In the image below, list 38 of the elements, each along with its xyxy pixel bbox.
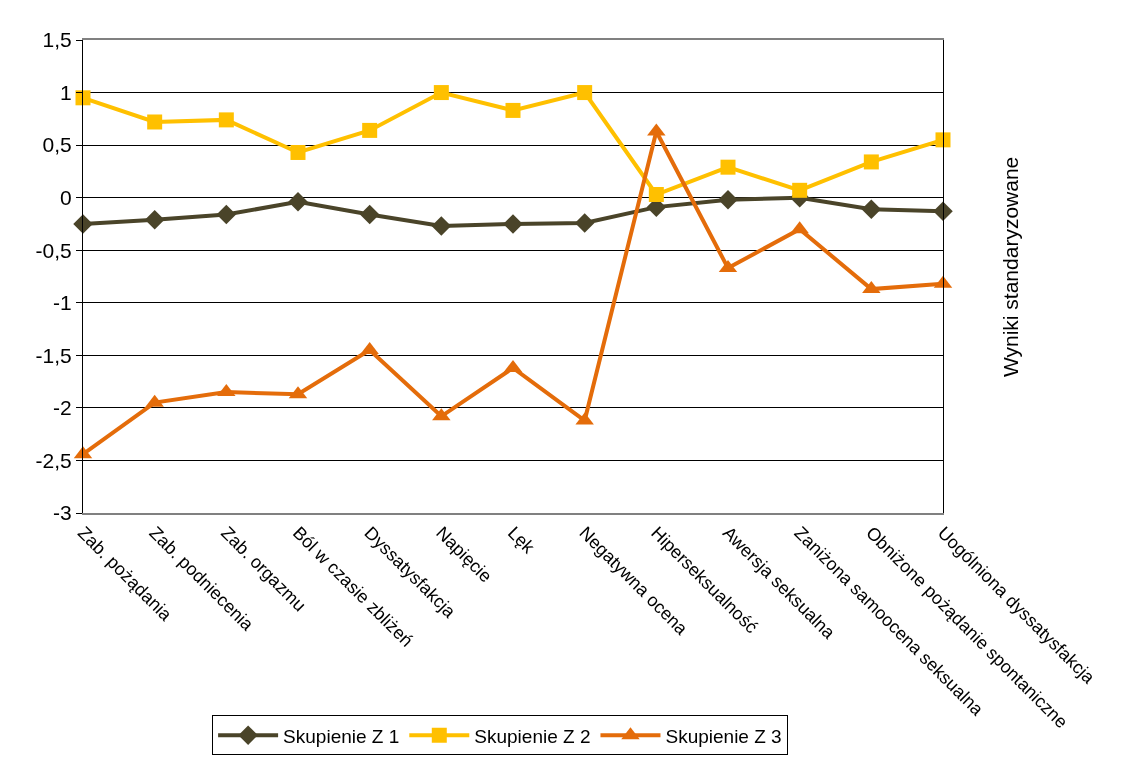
point [433, 85, 449, 101]
y-tick-label: 1,5 [42, 28, 72, 52]
legend-label: Skupienie Z 2 [474, 725, 591, 747]
y-tick-label: -2,5 [35, 448, 72, 472]
point [218, 112, 234, 128]
point [863, 154, 879, 170]
point [144, 209, 165, 230]
point [505, 102, 521, 118]
point [577, 85, 593, 101]
point [574, 213, 595, 233]
point [359, 204, 380, 225]
y-tick-label: 1 [60, 80, 72, 104]
point [933, 201, 953, 222]
legend-label: Skupienie Z 1 [283, 725, 400, 747]
y-tick-label: -1,5 [35, 343, 72, 367]
y-tick-label: 0 [60, 186, 72, 210]
point [362, 122, 378, 138]
point [290, 144, 306, 160]
point [216, 204, 237, 225]
point [720, 159, 736, 175]
legend-label: Skupienie Z 3 [665, 725, 782, 747]
y-tick-label: 0,5 [42, 133, 72, 157]
point [935, 132, 951, 148]
point [861, 199, 882, 219]
point [75, 90, 91, 106]
y-tick-label: -1 [53, 291, 72, 315]
point [792, 182, 808, 198]
point [718, 190, 738, 210]
point [503, 214, 523, 234]
x-tick-label: Lęk [503, 522, 540, 559]
y-tick-label: -3 [53, 501, 72, 525]
y-axis-title: Wyniki standaryzowane [999, 156, 1023, 378]
point [288, 192, 308, 212]
point [648, 187, 664, 203]
point [147, 114, 163, 130]
y-tick-label: -2 [53, 396, 72, 420]
point [431, 216, 452, 236]
y-tick-label: -0,5 [35, 238, 72, 262]
